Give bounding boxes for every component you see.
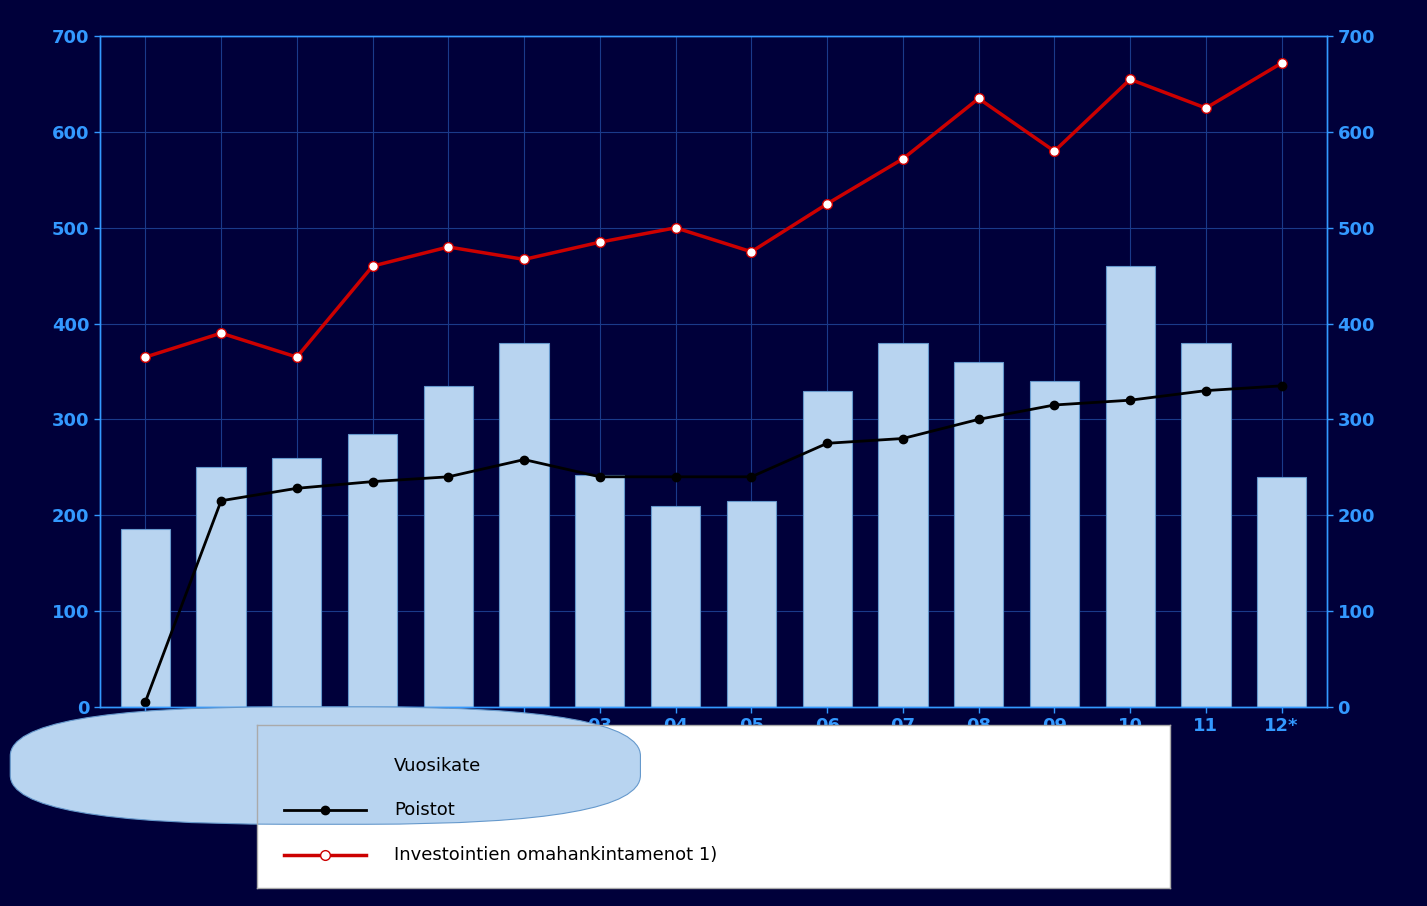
Bar	[197, 467, 245, 707]
Text: Poistot: Poistot	[394, 801, 455, 819]
Bar	[878, 342, 928, 707]
FancyBboxPatch shape	[10, 707, 641, 824]
Bar	[424, 386, 472, 707]
Bar	[726, 501, 776, 707]
Bar	[348, 434, 397, 707]
Bar	[802, 390, 852, 707]
Bar	[121, 529, 170, 707]
Bar	[273, 458, 321, 707]
Bar	[651, 506, 701, 707]
Bar	[575, 475, 625, 707]
Bar	[1030, 381, 1079, 707]
Bar	[1182, 342, 1230, 707]
Bar	[955, 361, 1003, 707]
Text: Investointien omahankintamenot 1): Investointien omahankintamenot 1)	[394, 846, 718, 864]
Bar	[1257, 477, 1306, 707]
Bar	[1106, 266, 1154, 707]
Text: Vuosikate: Vuosikate	[394, 757, 481, 775]
Bar	[499, 342, 549, 707]
